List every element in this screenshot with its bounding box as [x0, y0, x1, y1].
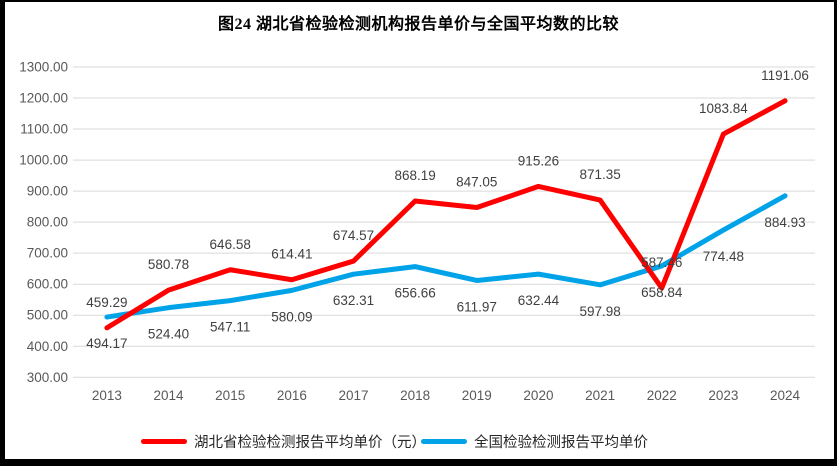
- data-label: 632.44: [518, 293, 560, 308]
- y-axis-tick-label: 600.00: [27, 277, 68, 292]
- y-axis-tick-label: 1000.00: [19, 153, 68, 168]
- data-label: 884.93: [764, 215, 805, 230]
- data-label: 915.26: [518, 153, 559, 168]
- data-label: 611.97: [457, 299, 497, 314]
- x-axis-tick-label: 2019: [462, 388, 492, 403]
- y-axis-tick-label: 300.00: [27, 370, 68, 385]
- national-blue-line-swatch: [421, 439, 467, 444]
- x-axis-tick-label: 2016: [277, 388, 307, 403]
- x-axis-tick-label: 2020: [523, 388, 553, 403]
- y-axis-tick-label: 900.00: [27, 184, 68, 199]
- frame-border-left: [0, 0, 5, 466]
- data-label: 547.11: [210, 320, 250, 335]
- legend-label-hubei: 湖北省检验检测报告平均单价（元）: [194, 435, 426, 451]
- x-axis-tick-label: 2021: [585, 388, 615, 403]
- x-axis-tick-label: 2015: [215, 388, 245, 403]
- legend-item-national: 全国检验检测报告平均单价: [421, 431, 648, 452]
- y-axis-tick-label: 400.00: [27, 339, 68, 354]
- x-axis-tick-label: 2018: [400, 388, 430, 403]
- y-axis-tick-label: 1100.00: [20, 122, 68, 137]
- data-label: 614.41: [271, 247, 312, 262]
- data-label: 646.58: [210, 237, 251, 252]
- series-line-hubei: [104, 98, 788, 331]
- legend-item-hubei: 湖北省检验检测报告平均单价（元）: [141, 431, 426, 452]
- data-label: 580.09: [271, 309, 312, 324]
- data-label: 1083.84: [699, 101, 748, 116]
- x-axis-tick-label: 2024: [770, 388, 801, 403]
- data-label: 587.46: [641, 255, 682, 270]
- hubei-red-line-swatch: [141, 439, 187, 444]
- data-label: 524.40: [148, 327, 189, 342]
- data-label: 632.31: [333, 293, 374, 308]
- data-label: 674.57: [333, 228, 374, 243]
- data-label: 459.29: [86, 295, 127, 310]
- y-axis-tick-label: 500.00: [27, 308, 68, 323]
- y-axis-tick-label: 1300.00: [19, 59, 68, 74]
- data-label: 494.17: [86, 336, 127, 351]
- data-label: 597.98: [579, 304, 620, 319]
- data-label: 774.48: [703, 249, 744, 264]
- data-label: 847.05: [456, 175, 497, 190]
- y-axis-tick-label: 800.00: [27, 215, 68, 230]
- x-axis-tick-label: 2017: [338, 388, 368, 403]
- legend-label-national: 全国检验检测报告平均单价: [474, 435, 648, 451]
- data-label: 656.66: [395, 286, 436, 301]
- data-label: 868.19: [395, 168, 436, 183]
- y-axis-tick-label: 700.00: [27, 246, 68, 261]
- frame-border-right: [834, 0, 837, 466]
- frame-border-top: [0, 0, 837, 2]
- series-line-national: [104, 193, 788, 320]
- x-axis-tick-label: 2022: [647, 388, 677, 403]
- frame-border-bottom: [0, 459, 837, 466]
- data-label: 580.78: [148, 257, 189, 272]
- data-label: 658.84: [641, 285, 683, 300]
- x-axis-tick-label: 2023: [708, 388, 738, 403]
- x-axis-tick-label: 2014: [154, 388, 185, 403]
- x-axis-tick-label: 2013: [92, 388, 122, 403]
- y-axis-tick-label: 1200.00: [19, 91, 68, 106]
- chart-title: 图24 湖北省检验检测机构报告单价与全国平均数的比较: [217, 16, 619, 33]
- data-label: 1191.06: [761, 68, 809, 83]
- data-label: 871.35: [579, 167, 620, 182]
